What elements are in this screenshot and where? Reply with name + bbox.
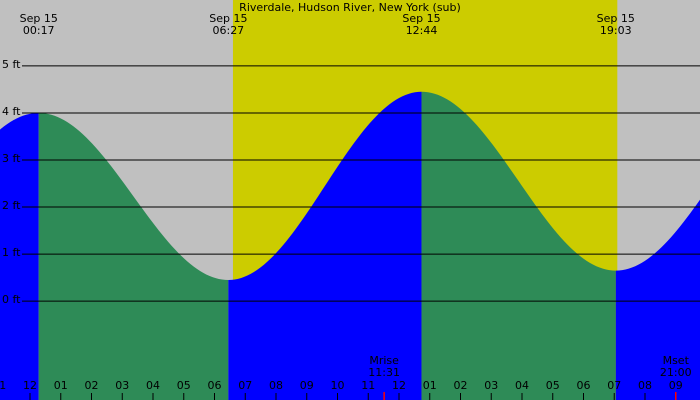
- chart-title: Riverdale, Hudson River, New York (sub): [239, 1, 461, 14]
- x-tick-label: 04: [146, 379, 160, 392]
- rising-tide: [0, 112, 39, 400]
- x-tick-label: 08: [638, 379, 652, 392]
- moon-time: 21:00: [660, 366, 692, 379]
- x-tick-label: 06: [208, 379, 222, 392]
- x-tick-label: 02: [453, 379, 467, 392]
- x-tick-label: 04: [515, 379, 529, 392]
- extreme-time: 00:17: [23, 24, 55, 37]
- x-tick-label: 07: [238, 379, 252, 392]
- moon-label: Mset: [663, 354, 690, 367]
- y-tick-label: 4 ft: [2, 105, 21, 118]
- x-tick-label: 11: [361, 379, 375, 392]
- extreme-time: 12:44: [406, 24, 438, 37]
- x-tick-label: 09: [669, 379, 683, 392]
- x-tick-label: 09: [300, 379, 314, 392]
- extreme-date: Sep 15: [597, 12, 635, 25]
- rising-tide: [228, 91, 422, 400]
- x-tick-label: 12: [392, 379, 406, 392]
- x-tick-label: 10: [331, 379, 345, 392]
- y-tick-label: 5 ft: [2, 58, 21, 71]
- x-tick-label: 01: [54, 379, 68, 392]
- x-tick-label: 11: [0, 379, 6, 392]
- y-tick-label: 1 ft: [2, 246, 21, 259]
- x-tick-label: 08: [269, 379, 283, 392]
- rising-tide: [615, 199, 700, 400]
- falling-tide: [38, 112, 229, 400]
- x-tick-label: 03: [484, 379, 498, 392]
- moon-time: 11:31: [368, 366, 400, 379]
- x-tick-label: 07: [607, 379, 621, 392]
- extreme-time: 19:03: [600, 24, 632, 37]
- x-tick-label: 01: [423, 379, 437, 392]
- extreme-time: 06:27: [212, 24, 244, 37]
- x-tick-label: 12: [23, 379, 37, 392]
- x-tick-label: 05: [177, 379, 191, 392]
- y-tick-label: 2 ft: [2, 199, 21, 212]
- extreme-date: Sep 15: [20, 12, 58, 25]
- x-tick-label: 02: [85, 379, 99, 392]
- falling-tide: [421, 91, 616, 400]
- y-tick-label: 3 ft: [2, 152, 21, 165]
- extreme-date: Sep 15: [402, 12, 440, 25]
- x-tick-label: 06: [576, 379, 590, 392]
- x-tick-label: 03: [115, 379, 129, 392]
- moon-label: Mrise: [369, 354, 399, 367]
- x-tick-label: 05: [546, 379, 560, 392]
- extreme-date: Sep 15: [209, 12, 247, 25]
- y-tick-label: 0 ft: [2, 293, 21, 306]
